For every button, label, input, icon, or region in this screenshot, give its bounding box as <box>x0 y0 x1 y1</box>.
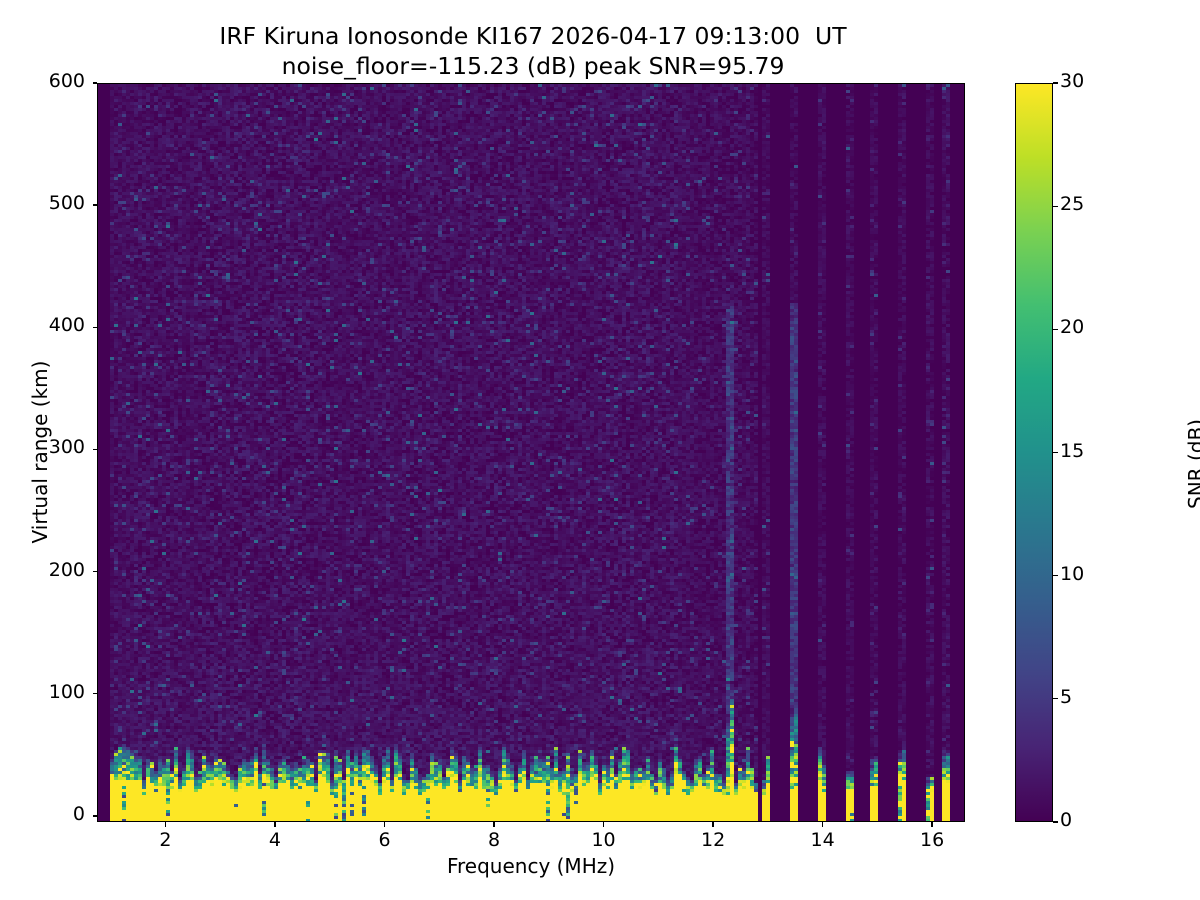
x-tick-label-8: 8 <box>487 829 501 851</box>
x-tick-label-6: 6 <box>378 829 391 851</box>
colorbar-tick-label-15: 15 <box>1060 439 1085 462</box>
y-tick-label-100: 100 <box>48 680 85 703</box>
y-tick-0 <box>92 815 97 817</box>
y-tick-300 <box>92 448 97 451</box>
x-tick-label-14: 14 <box>810 829 835 851</box>
colorbar-tick-25 <box>1053 205 1058 207</box>
y-tick-label-200: 200 <box>48 558 85 581</box>
y-tick-label-0: 0 <box>72 802 85 825</box>
colorbar-tick-label-10: 10 <box>1060 562 1085 585</box>
x-tick-4 <box>274 822 276 827</box>
y-tick-400 <box>92 326 97 328</box>
colorbar <box>1015 83 1053 822</box>
x-tick-12 <box>712 822 714 827</box>
x-tick-16 <box>931 822 933 827</box>
y-tick-500 <box>92 204 97 206</box>
title-line-1: IRF Kiruna Ionosonde KI167 2026-04-17 09… <box>219 22 847 50</box>
colorbar-label: SNR (dB) <box>1184 419 1200 509</box>
x-tick-10 <box>602 822 605 827</box>
x-axis-label: Frequency (MHz) <box>446 854 616 878</box>
x-tick-8 <box>493 822 495 827</box>
colorbar-tick-15 <box>1053 451 1058 454</box>
x-tick-label-10: 10 <box>591 829 616 851</box>
y-tick-label-400: 400 <box>48 314 85 337</box>
y-tick-label-500: 500 <box>48 192 85 215</box>
page-title: IRF Kiruna Ionosonde KI167 2026-04-17 09… <box>0 22 1066 81</box>
x-tick-label-4: 4 <box>268 829 282 851</box>
x-tick-2 <box>164 822 167 827</box>
colorbar-tick-0 <box>1053 821 1058 823</box>
colorbar-tick-20 <box>1053 328 1058 330</box>
colorbar-tick-label-25: 25 <box>1060 193 1085 216</box>
colorbar-tick-5 <box>1053 698 1058 700</box>
colorbar-tick-label-30: 30 <box>1060 70 1085 92</box>
x-tick-6 <box>383 822 386 827</box>
y-tick-label-600: 600 <box>48 70 85 92</box>
y-axis-label: Virtual range (km) <box>28 360 52 544</box>
colorbar-tick-label-5: 5 <box>1060 685 1073 708</box>
colorbar-gradient <box>1016 84 1052 821</box>
heatmap-axes <box>97 83 965 822</box>
y-tick-100 <box>92 693 97 695</box>
colorbar-tick-30 <box>1053 82 1058 84</box>
colorbar-tick-label-20: 20 <box>1060 316 1085 339</box>
x-tick-label-2: 2 <box>159 829 172 851</box>
ionogram-heatmap <box>98 84 964 821</box>
y-tick-label-300: 300 <box>48 436 85 459</box>
y-tick-600 <box>92 82 97 84</box>
x-tick-label-16: 16 <box>920 829 945 851</box>
x-tick-label-12: 12 <box>700 829 726 851</box>
x-tick-14 <box>821 822 824 827</box>
y-tick-200 <box>92 570 97 573</box>
colorbar-tick-10 <box>1053 575 1058 577</box>
title-line-2: noise_floor=-115.23 (dB) peak SNR=95.79 <box>281 51 785 80</box>
colorbar-tick-label-0: 0 <box>1060 809 1073 831</box>
